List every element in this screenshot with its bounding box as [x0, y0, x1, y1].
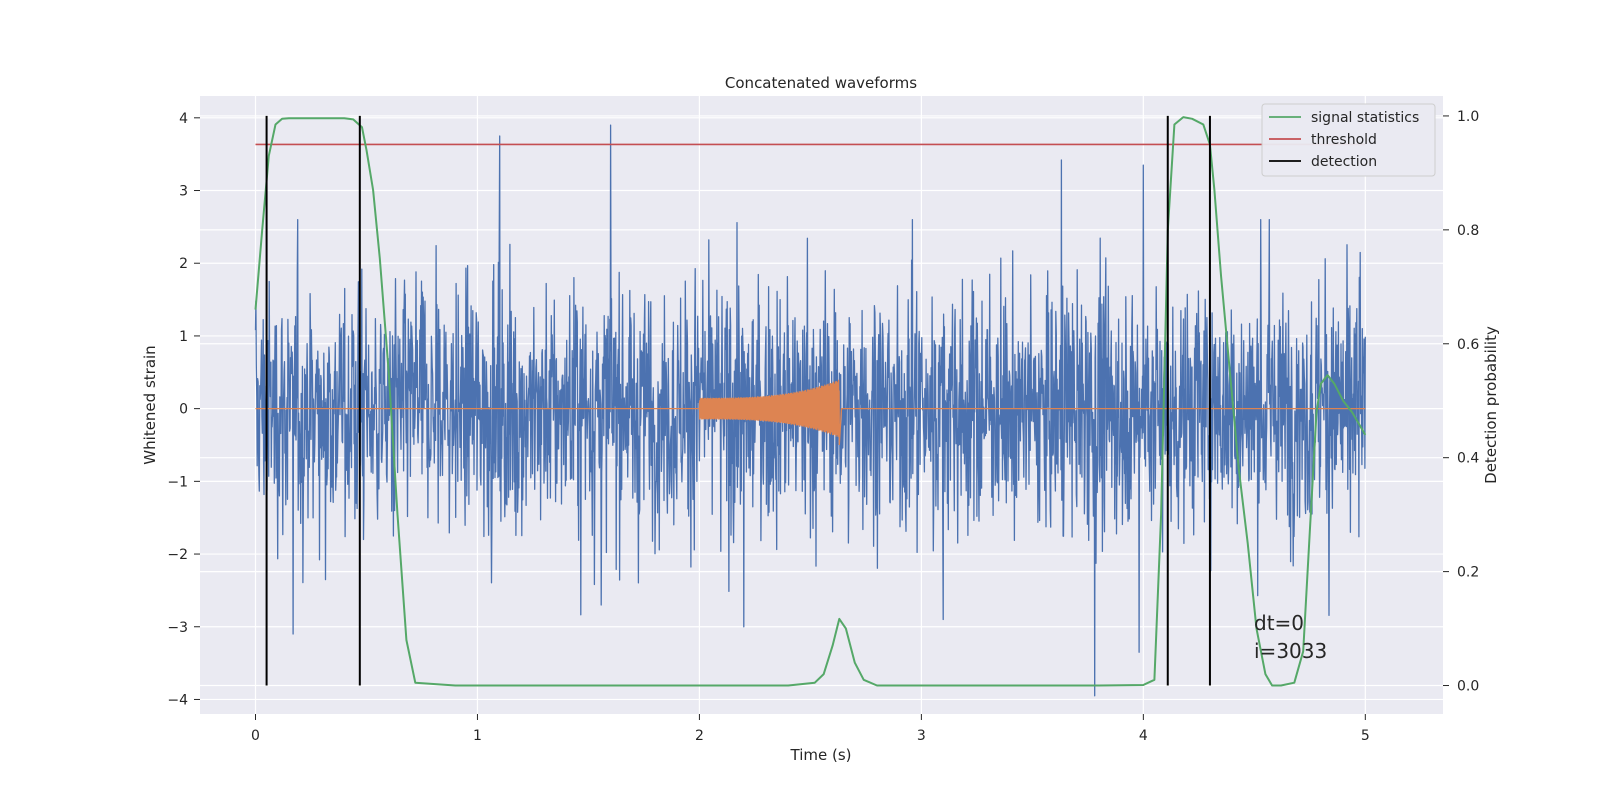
y-tick-label: −3: [167, 620, 188, 636]
x-tick-label: 0: [251, 728, 260, 744]
x-axis-ticks: 0 1 2 3 4 5: [251, 714, 1370, 744]
annotation-dt: dt=0: [1254, 611, 1304, 635]
annotation-index: i=3033: [1254, 639, 1327, 663]
y-tick-label: −1: [167, 474, 188, 490]
y-tick-label: 4: [179, 111, 188, 127]
y-axis-right-ticks: 0.0 0.2 0.4 0.6 0.8 1.0: [1443, 109, 1479, 695]
y-tick-label: −4: [167, 692, 188, 708]
y-tick-label: 0: [179, 402, 188, 418]
legend: signal statistics threshold detection: [1261, 103, 1436, 177]
y-tick-label: 1: [179, 329, 188, 345]
legend-label-threshold: threshold: [1311, 132, 1377, 148]
y2-tick-label: 0.8: [1457, 223, 1479, 239]
x-tick-label: 3: [917, 728, 926, 744]
y-tick-label: 2: [179, 256, 188, 272]
y-axis-ticks: −4 −3 −2 −1 0 1 2 3 4: [167, 111, 200, 708]
whitened-strain-line: [254, 124, 1366, 697]
x-tick-label: 1: [473, 728, 482, 744]
y-axis-right-label: Detection probability: [1482, 326, 1500, 484]
y-axis-label: Whitened strain: [141, 345, 159, 464]
y-tick-label: −2: [167, 547, 188, 563]
y2-tick-label: 1.0: [1457, 109, 1479, 125]
chart-title: Concatenated waveforms: [725, 74, 917, 92]
y-tick-label: 3: [179, 184, 188, 200]
plot-area: [254, 115, 1367, 697]
y2-tick-label: 0.2: [1457, 565, 1479, 581]
signal-statistics-line: [254, 116, 1367, 687]
legend-label-signal-statistics: signal statistics: [1311, 110, 1419, 126]
x-tick-label: 5: [1361, 728, 1370, 744]
legend-label-detection: detection: [1311, 154, 1377, 170]
y2-tick-label: 0.0: [1457, 679, 1479, 695]
injected-waveform-line: [255, 379, 1366, 446]
x-axis-label: Time (s): [790, 746, 852, 764]
x-tick-label: 4: [1139, 728, 1148, 744]
x-tick-label: 2: [695, 728, 704, 744]
y2-tick-label: 0.4: [1457, 451, 1479, 467]
y2-tick-label: 0.6: [1457, 337, 1479, 353]
legend-box: [1261, 103, 1436, 177]
